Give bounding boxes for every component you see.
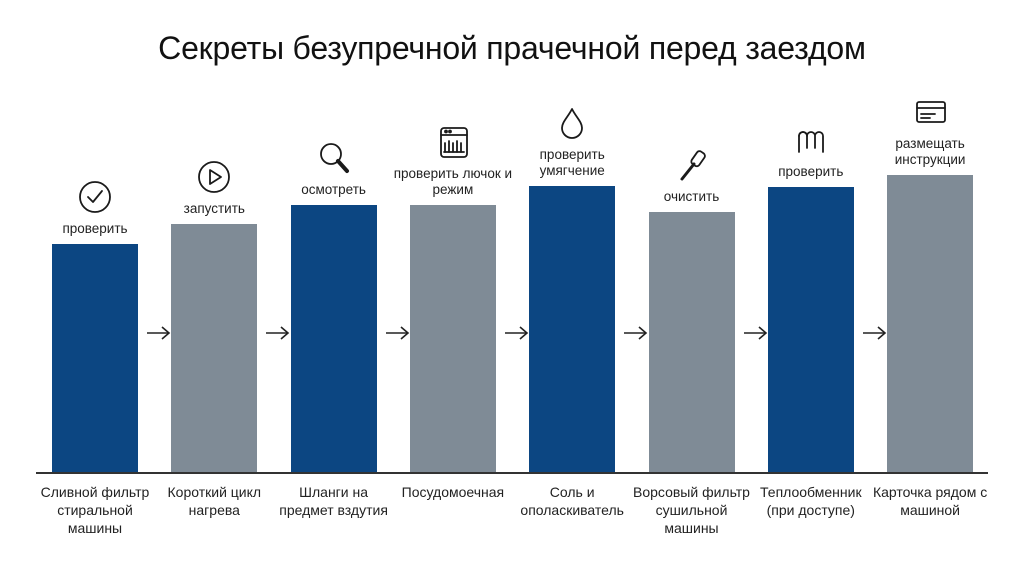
step-action: проверить — [62, 221, 128, 236]
step-action: проверить умягчение — [539, 147, 605, 178]
step-action: осмотреть — [301, 182, 366, 197]
step-bar — [767, 187, 854, 472]
step-bar — [409, 205, 496, 472]
arrow-right-icon — [266, 326, 290, 340]
step-label: Шланги на предмет вздутия — [279, 484, 388, 518]
step-bar — [529, 186, 616, 472]
step-action: запустить — [183, 201, 245, 216]
step-bar — [171, 224, 258, 472]
dishwasher-icon — [433, 122, 473, 162]
step-bar — [290, 205, 377, 472]
step-bar — [887, 175, 974, 472]
play-circle-icon — [194, 157, 234, 197]
step-label: Теплообменник (при доступе) — [760, 484, 862, 518]
lint-roller-icon — [672, 145, 712, 185]
step-action: проверить — [778, 164, 844, 179]
coil-icon — [791, 120, 831, 160]
card-icon — [910, 92, 950, 132]
arrow-right-icon — [147, 326, 171, 340]
magnifier-icon — [314, 138, 354, 178]
arrow-right-icon — [385, 326, 409, 340]
step-label: Соль и ополаскиватель — [520, 484, 624, 518]
step-action: размещать инструкции — [894, 136, 966, 167]
step-label: Ворсовый фильтр сушильной машины — [633, 484, 750, 536]
baseline — [36, 472, 988, 474]
step-bar — [648, 212, 735, 472]
step-bar — [52, 244, 138, 472]
arrow-right-icon — [862, 326, 887, 340]
checkmark-circle-icon — [75, 177, 115, 217]
step-action: очистить — [663, 189, 720, 204]
arrow-right-icon — [743, 326, 767, 340]
water-drop-icon — [552, 103, 592, 143]
page-title: Секреты безупречной прачечной перед заез… — [158, 30, 866, 66]
step-label: Карточка рядом с машиной — [872, 484, 988, 518]
step-label: Посудомоечная — [401, 484, 505, 500]
step-label: Сливной фильтр стиральной машины — [40, 484, 150, 536]
arrow-right-icon — [504, 326, 529, 340]
arrow-right-icon — [624, 326, 648, 340]
step-label: Короткий цикл нагрева — [167, 484, 262, 518]
step-action: проверить лючок и режим — [393, 166, 513, 197]
